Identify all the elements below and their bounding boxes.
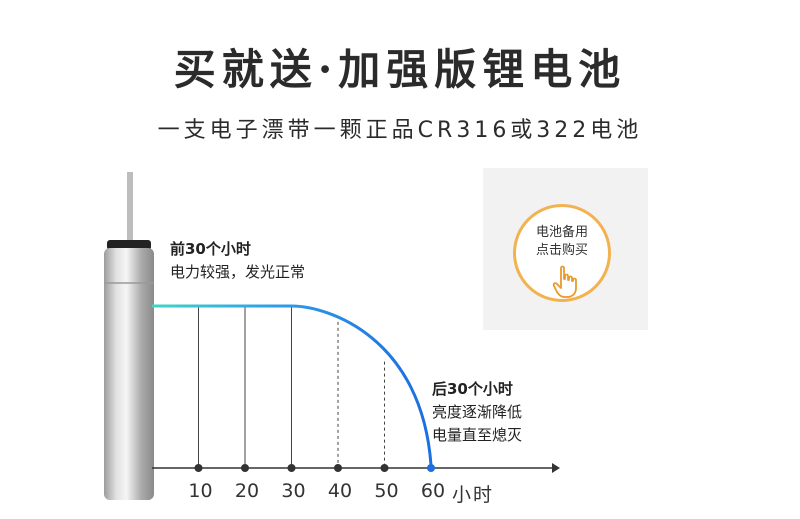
- page-subtitle: 一支电子漂带一颗正品CR316或322电池: [157, 118, 643, 143]
- axis-tick-dot: [241, 464, 249, 472]
- buy-line1: 电池备用: [535, 225, 588, 240]
- x-tick-label: 40: [327, 480, 353, 502]
- buy-battery-card[interactable]: 电池备用 点击购买: [483, 168, 648, 330]
- axis-tick-dot: [334, 464, 342, 472]
- first-period-title: 前30个小时: [170, 240, 251, 258]
- float-battery-illustration: [104, 172, 154, 500]
- x-tick-label: 60: [420, 480, 446, 502]
- axis-tick-dot: [427, 464, 435, 472]
- x-tick-label: 50: [374, 480, 399, 502]
- after-period-line1: 亮度逐渐降低: [432, 403, 523, 421]
- first-period-text: 电力较强，发光正常: [170, 263, 306, 281]
- x-axis-arrow: [552, 463, 560, 473]
- axis-tick-dot: [380, 464, 389, 472]
- after-period-note: 后30个小时 亮度逐渐降低 电量直至熄灭: [432, 378, 522, 447]
- hand-pointer-icon: [552, 265, 577, 298]
- x-axis-unit: 小时: [452, 484, 495, 506]
- x-tick-label: 30: [281, 480, 306, 502]
- x-tick-label: 20: [234, 480, 260, 502]
- buy-line2: 点击购买: [535, 243, 588, 258]
- axis-tick-dot: [194, 464, 203, 472]
- after-period-line2: 电量直至熄灭: [432, 426, 523, 444]
- page-title: 买就送·加强版锂电池: [173, 45, 627, 94]
- first-period-note: 前30个小时 电力较强，发光正常: [170, 238, 305, 284]
- after-period-title: 后30个小时: [432, 380, 513, 398]
- x-tick-label: 10: [188, 480, 213, 502]
- buy-battery-button[interactable]: 电池备用 点击购买: [513, 204, 611, 302]
- battery-discharge-curve: [152, 304, 433, 466]
- axis-tick-dot: [287, 464, 296, 472]
